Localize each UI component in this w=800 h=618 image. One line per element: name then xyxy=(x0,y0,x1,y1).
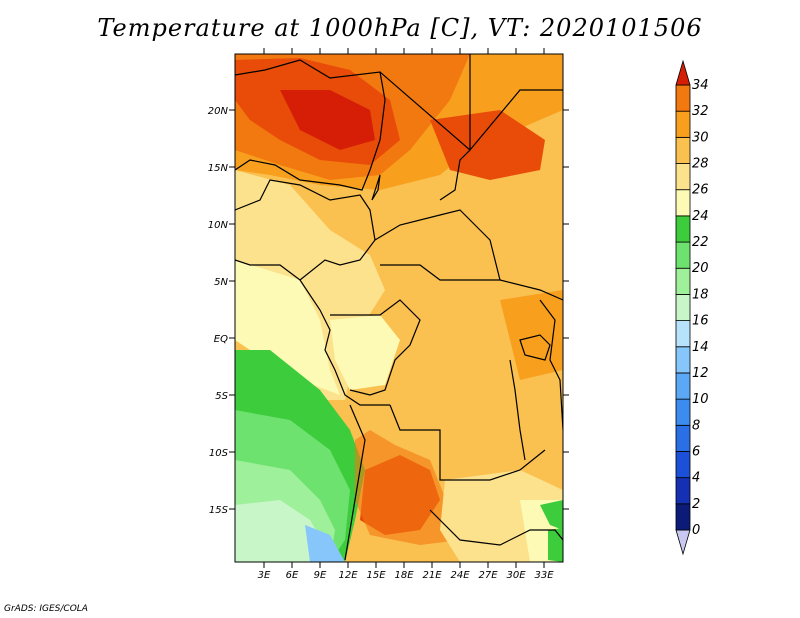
country-borders xyxy=(235,54,563,561)
colorbar-label: 18 xyxy=(692,287,709,302)
lon-labels: 3E 6E 9E 12E 15E 18E 21E 24E 27E 30E 33E xyxy=(258,570,555,581)
colorbar-bin xyxy=(675,215,691,243)
colorbar-bin xyxy=(675,189,691,217)
lat-labels: 20N 15N 10N 5N EQ 5S 10S 15S xyxy=(208,106,229,516)
lon-label: 21E xyxy=(422,570,442,581)
grads-credit: GrADS: IGES/COLA xyxy=(4,604,88,614)
colorbar-label: 34 xyxy=(692,78,709,93)
map-title: Temperature at 1000hPa [C], VT: 20201015… xyxy=(97,14,703,42)
lon-label: 18E xyxy=(394,570,414,581)
colorbar-bin xyxy=(675,503,691,531)
colorbar-label: 32 xyxy=(692,104,709,119)
colorbar-bin xyxy=(675,477,691,505)
colorbar-label: 20 xyxy=(692,261,709,276)
colorbar-label: 26 xyxy=(692,183,709,198)
lat-label: EQ xyxy=(214,334,228,345)
lat-label: 15N xyxy=(208,163,229,174)
colorbar-bin xyxy=(675,424,691,452)
colorbar-label: 0 xyxy=(692,523,700,538)
colorbar xyxy=(675,59,691,556)
lat-label: 15S xyxy=(209,505,229,516)
colorbar-bin xyxy=(675,320,691,348)
lat-label: 5N xyxy=(214,277,228,288)
colorbar-bin xyxy=(675,84,691,112)
colorbar-bin xyxy=(675,163,691,191)
colorbar-label: 6 xyxy=(692,444,700,459)
lon-axis xyxy=(263,48,545,568)
lon-label: 24E xyxy=(450,570,470,581)
lon-label: 12E xyxy=(338,570,358,581)
colorbar-label: 12 xyxy=(692,366,709,381)
colorbar-label: 16 xyxy=(692,314,709,329)
colorbar-label: 14 xyxy=(692,340,709,355)
colorbar-label: 24 xyxy=(692,209,709,224)
colorbar-bin xyxy=(675,346,691,374)
colorbar-bin xyxy=(675,372,691,400)
temperature-field xyxy=(235,54,563,562)
lon-label: 6E xyxy=(286,570,299,581)
colorbar-arrow-high xyxy=(675,59,691,86)
lat-label: 10S xyxy=(209,448,229,459)
colorbar-label: 8 xyxy=(692,418,700,433)
colorbar-label: 10 xyxy=(692,392,709,407)
colorbar-label: 4 xyxy=(692,471,700,486)
lon-label: 27E xyxy=(478,570,498,581)
colorbar-label: 28 xyxy=(692,157,709,172)
lat-label: 10N xyxy=(208,220,229,231)
lon-label: 3E xyxy=(258,570,271,581)
lon-label: 30E xyxy=(506,570,526,581)
colorbar-label: 22 xyxy=(692,235,709,250)
lon-label: 9E xyxy=(314,570,327,581)
colorbar-bin xyxy=(675,136,691,164)
colorbar-bin xyxy=(675,110,691,138)
map-frame xyxy=(234,53,564,563)
colorbar-bin xyxy=(675,294,691,321)
colorbar-labels: 0 2 4 6 8 10 12 14 16 18 20 22 24 26 28 … xyxy=(692,78,709,538)
colorbar-bin xyxy=(675,241,691,269)
colorbar-bin xyxy=(675,267,691,295)
lat-axis xyxy=(229,109,569,510)
colorbar-label: 2 xyxy=(692,497,700,512)
colorbar-bin xyxy=(675,451,691,479)
lat-label: 20N xyxy=(208,106,229,117)
lon-label: 33E xyxy=(534,570,554,581)
colorbar-label: 30 xyxy=(692,130,709,145)
colorbar-bin xyxy=(675,398,691,426)
lon-label: 15E xyxy=(366,570,386,581)
lat-label: 5S xyxy=(215,391,228,402)
colorbar-arrow-low xyxy=(675,529,691,556)
